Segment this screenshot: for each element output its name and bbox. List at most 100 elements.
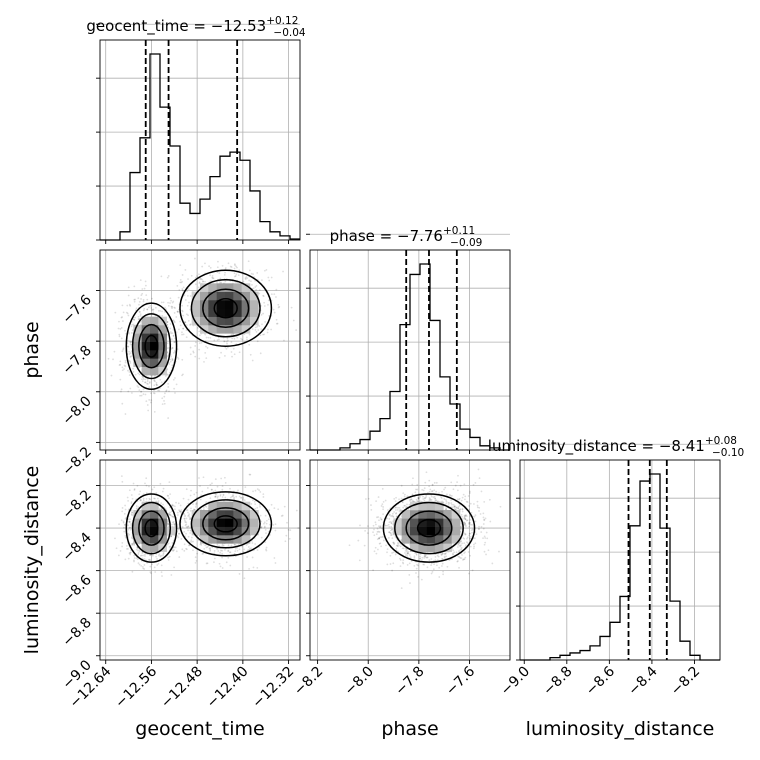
sample-point xyxy=(128,371,131,373)
sample-point xyxy=(202,506,205,509)
sample-point xyxy=(135,307,138,310)
sample-point xyxy=(203,547,206,550)
sample-point xyxy=(172,351,175,354)
sample-point xyxy=(148,558,151,561)
sample-point xyxy=(122,347,125,350)
sample-point xyxy=(273,293,276,296)
sample-point xyxy=(129,343,132,346)
sample-point xyxy=(220,351,222,354)
sample-point xyxy=(175,501,177,504)
sample-point xyxy=(382,506,385,508)
sample-point xyxy=(140,565,143,567)
panel-geocent_time-vs-phase xyxy=(99,249,301,451)
sample-point xyxy=(198,277,201,280)
sample-point xyxy=(134,298,137,301)
sample-point xyxy=(411,483,414,486)
sample-point xyxy=(189,295,192,297)
density-cell xyxy=(250,518,259,527)
sample-point xyxy=(462,537,465,539)
sample-point xyxy=(274,562,277,564)
sample-point xyxy=(164,375,167,377)
sample-point xyxy=(464,517,467,520)
sample-point xyxy=(143,564,146,566)
grid-lines xyxy=(310,233,510,450)
sample-point xyxy=(188,301,190,304)
sample-point xyxy=(413,564,416,567)
sample-point xyxy=(289,529,292,532)
sample-point xyxy=(175,550,178,553)
density-cell xyxy=(250,510,259,519)
grid-lines xyxy=(520,443,720,660)
sample-point xyxy=(478,506,481,509)
sample-point xyxy=(130,341,133,344)
sample-point xyxy=(273,557,276,559)
sample-point xyxy=(229,551,232,554)
sample-point xyxy=(482,537,484,540)
sample-point xyxy=(167,382,170,385)
sample-point xyxy=(216,547,219,550)
sample-point xyxy=(184,269,187,271)
sample-point xyxy=(200,277,202,280)
sample-point xyxy=(141,557,144,560)
sample-point xyxy=(178,509,181,512)
sample-point xyxy=(171,503,174,506)
sample-point xyxy=(462,493,465,496)
sample-point xyxy=(137,386,140,389)
sample-point xyxy=(231,355,233,358)
sample-point xyxy=(236,549,239,552)
sample-point xyxy=(181,310,184,313)
sample-point xyxy=(124,536,127,539)
sample-point xyxy=(406,551,409,554)
contours xyxy=(125,269,273,390)
sample-point xyxy=(198,348,201,351)
sample-point xyxy=(139,499,142,502)
sample-point xyxy=(252,287,255,290)
sample-point xyxy=(213,557,216,560)
sample-point xyxy=(255,330,258,333)
sample-point xyxy=(213,561,215,564)
sample-point xyxy=(209,497,212,500)
sample-point xyxy=(132,367,135,370)
sample-point xyxy=(292,319,295,322)
sample-point xyxy=(127,345,129,348)
sample-point xyxy=(123,512,126,515)
sample-point xyxy=(395,515,398,518)
sample-point xyxy=(155,383,158,386)
contour-level xyxy=(144,334,159,358)
sample-point xyxy=(214,495,217,498)
density-cell xyxy=(158,510,167,519)
sample-point xyxy=(461,508,464,510)
sample-point xyxy=(235,495,238,498)
sample-point xyxy=(226,346,229,349)
sample-point xyxy=(465,500,468,503)
sample-point xyxy=(216,496,219,499)
sample-point xyxy=(465,544,467,547)
sample-point xyxy=(139,498,142,501)
sample-point xyxy=(377,516,380,518)
sample-point xyxy=(153,379,156,382)
sample-point xyxy=(461,554,463,556)
density-cell xyxy=(225,325,234,334)
sample-point xyxy=(382,508,385,511)
sample-point xyxy=(128,521,131,523)
sample-point xyxy=(376,527,379,530)
sample-point xyxy=(259,491,262,493)
sample-point xyxy=(134,373,137,376)
sample-point xyxy=(146,298,149,301)
sample-point xyxy=(127,524,129,527)
sample-point xyxy=(151,554,154,557)
sample-point xyxy=(268,279,271,282)
sample-point xyxy=(484,517,487,520)
sample-point xyxy=(168,513,171,516)
sample-point xyxy=(172,515,174,518)
sample-point xyxy=(159,555,162,558)
sample-point xyxy=(394,553,397,556)
sample-point xyxy=(169,331,172,333)
sample-point xyxy=(153,392,156,395)
sample-point xyxy=(127,369,129,372)
sample-point xyxy=(258,489,261,492)
sample-point xyxy=(179,504,182,507)
sample-point xyxy=(141,552,144,554)
sample-point xyxy=(272,308,275,311)
sample-point xyxy=(149,554,152,557)
